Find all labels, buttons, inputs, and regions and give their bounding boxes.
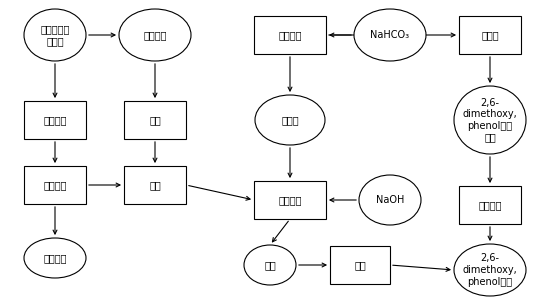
Ellipse shape [255, 95, 325, 145]
Text: NaOH: NaOH [376, 195, 404, 205]
Ellipse shape [24, 9, 86, 61]
Text: 原料：生物
质、水: 原料：生物 质、水 [40, 24, 70, 46]
Ellipse shape [244, 245, 296, 285]
Text: 微滤: 微滤 [149, 115, 161, 125]
Bar [24, 166, 86, 204]
Ellipse shape [24, 238, 86, 278]
Ellipse shape [359, 175, 421, 225]
Text: 铁网筛滤: 铁网筛滤 [43, 180, 66, 190]
Ellipse shape [454, 86, 526, 154]
Bar [254, 16, 326, 54]
Text: 固相残渣: 固相残渣 [43, 253, 66, 263]
Text: 有机相: 有机相 [281, 115, 299, 125]
Bar [330, 246, 390, 284]
Text: 溶剂萸取: 溶剂萸取 [278, 30, 302, 40]
Text: 柱层析: 柱层析 [481, 30, 499, 40]
Text: 液相产物: 液相产物 [143, 30, 167, 40]
Text: NaHCO₃: NaHCO₃ [371, 30, 409, 40]
Ellipse shape [454, 244, 526, 296]
Text: 溶剂萸取: 溶剂萸取 [278, 195, 302, 205]
Bar [254, 181, 326, 219]
Text: 2,6-
dimethoxy,
phenol有机
溶液: 2,6- dimethoxy, phenol有机 溶液 [463, 98, 517, 142]
Bar [459, 16, 521, 54]
Text: 酸化: 酸化 [354, 260, 366, 270]
Bar [24, 101, 86, 139]
Text: 2,6-
dimethoxy,
phenol粉末: 2,6- dimethoxy, phenol粉末 [463, 253, 517, 287]
Text: 纳滤: 纳滤 [149, 180, 161, 190]
Text: 喷雾干燥: 喷雾干燥 [478, 200, 502, 210]
Ellipse shape [119, 9, 191, 61]
Ellipse shape [354, 9, 426, 61]
Text: 水相: 水相 [264, 260, 276, 270]
Bar [124, 166, 186, 204]
Text: 水熹液化: 水熹液化 [43, 115, 66, 125]
Bar [459, 186, 521, 224]
Bar [124, 101, 186, 139]
